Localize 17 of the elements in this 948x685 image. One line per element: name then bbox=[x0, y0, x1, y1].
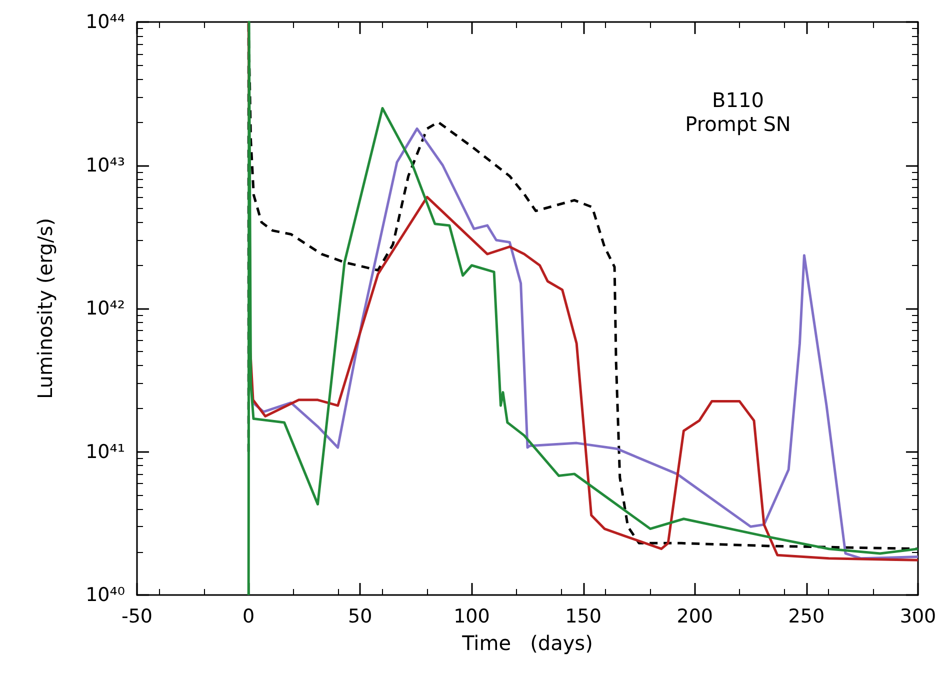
y-tick-label: 10⁴³ bbox=[86, 154, 125, 176]
y-tick-label: 10⁴² bbox=[86, 298, 125, 320]
x-tick-label: 0 bbox=[242, 606, 255, 628]
y-tick-label: 10⁴⁰ bbox=[86, 584, 125, 606]
annotation: Prompt SN bbox=[685, 112, 791, 136]
y-axis-title: Luminosity (erg/s) bbox=[33, 218, 57, 400]
annotation: B110 bbox=[712, 88, 764, 112]
x-axis-title: Time (days) bbox=[461, 631, 593, 655]
x-tick-label: -50 bbox=[121, 606, 153, 628]
x-tick-label: 150 bbox=[565, 606, 602, 628]
y-tick-label: 10⁴¹ bbox=[86, 440, 125, 463]
x-tick-label: 50 bbox=[348, 606, 372, 628]
x-tick-label: 100 bbox=[454, 606, 490, 628]
x-tick-label: 300 bbox=[900, 606, 936, 628]
y-tick-label: 10⁴⁴ bbox=[86, 11, 126, 33]
x-tick-label: 200 bbox=[676, 606, 713, 628]
x-tick-label: 250 bbox=[788, 606, 825, 628]
